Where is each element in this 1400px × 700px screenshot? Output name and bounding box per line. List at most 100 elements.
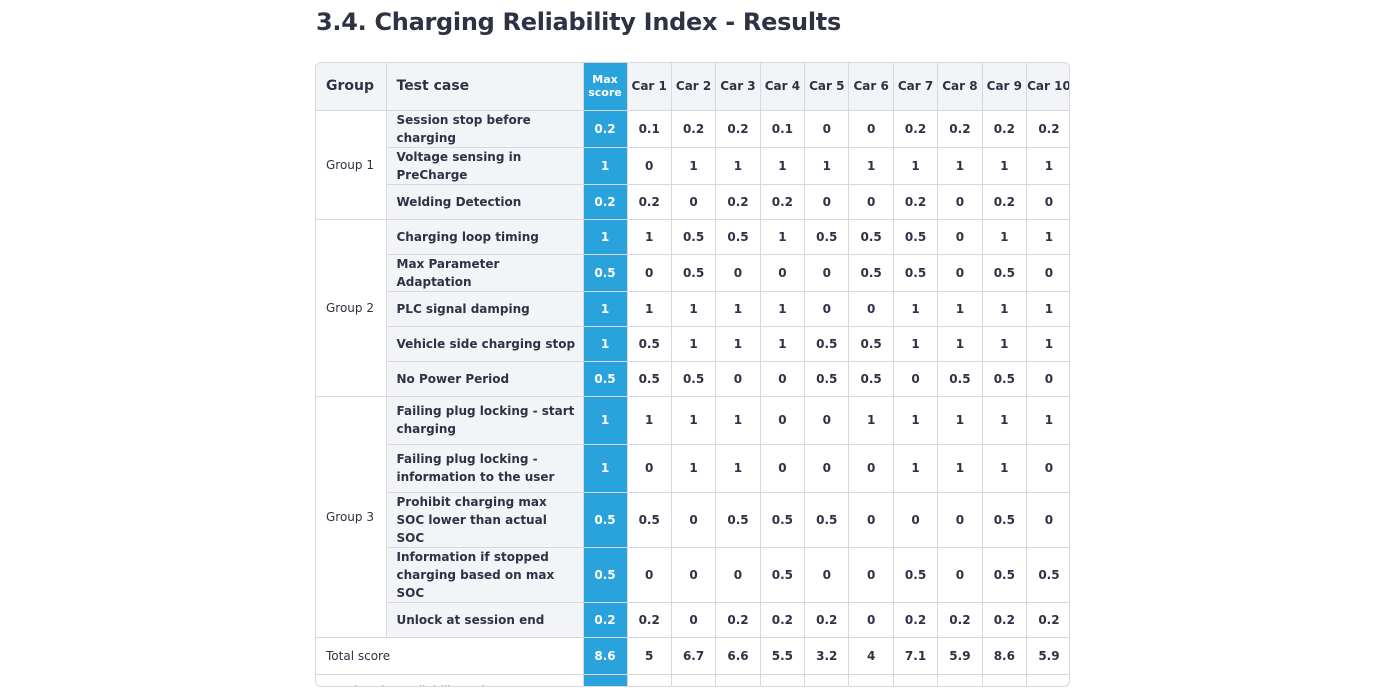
test-case-label: PLC signal damping — [386, 290, 584, 327]
score-cell-car-4: 0.5 — [759, 491, 806, 548]
index-max-cell: 100% — [582, 673, 628, 686]
table-body: Group 1 Session stop before charging 0.2 0.… — [316, 109, 1069, 686]
score-cell-car-8: 0 — [937, 183, 983, 220]
table-row: PLC signal damping 1 1 1 1 1 0 0 1 1 1 1 — [316, 290, 1069, 327]
score-cell-car-3: 1 — [715, 325, 761, 362]
score-cell-car-5: 0.5 — [804, 325, 850, 362]
score-cell-car-4: 1 — [759, 325, 806, 362]
score-cell-car-8: 0.2 — [937, 109, 983, 148]
score-cell-car-7: 1 — [892, 443, 939, 493]
header-max-score-line2: score — [588, 86, 622, 100]
score-cell-car-9: 1 — [981, 146, 1028, 185]
score-cell-car-9: 0.2 — [981, 109, 1028, 148]
table-row: Vehicle side charging stop 1 0.5 1 1 1 0.5 0.5 1… — [316, 325, 1069, 362]
score-cell-car-3: 0 — [715, 546, 761, 603]
table-row: Group 1 Session stop before charging 0.2 0.… — [316, 109, 1069, 220]
score-cell-car-1: 0.5 — [626, 491, 672, 548]
score-cell-car-1: 0 — [626, 443, 672, 493]
max-score-cell: 1 — [582, 395, 628, 445]
total-cell-car-10: 5.9 — [1026, 636, 1069, 675]
max-score-cell: 0.5 — [582, 546, 628, 603]
score-cell-car-3: 1 — [715, 146, 761, 185]
score-cell-car-4: 1 — [759, 218, 806, 255]
score-cell-car-1: 0 — [626, 146, 672, 185]
score-cell-car-9: 1 — [981, 218, 1028, 255]
score-cell-car-7: 1 — [892, 290, 939, 327]
score-cell-car-5: 0 — [804, 183, 850, 220]
test-case-label: Max Parameter Adaptation — [386, 253, 584, 292]
score-cell-car-2: 1 — [670, 146, 717, 185]
table-row: Group 3 Failing plug locking - start char… — [316, 395, 1069, 638]
max-score-cell: 0.2 — [582, 109, 628, 148]
test-case-label: Charging loop timing — [385, 218, 584, 255]
score-cell-car-3: 0.2 — [715, 109, 761, 148]
header-max-score: Max score — [582, 63, 628, 111]
header-car-2: Car 2 — [670, 63, 717, 111]
table-row: Failing plug locking - information to th… — [316, 443, 1069, 493]
header-car-3: Car 3 — [715, 63, 761, 111]
max-score-cell: 1 — [582, 146, 628, 185]
total-cell-car-9: 8.6 — [981, 636, 1028, 675]
test-case-label: Voltage sensing in PreCharge — [386, 146, 584, 185]
score-cell-car-3: 0.5 — [715, 491, 761, 548]
score-cell-car-5: 0.2 — [804, 601, 850, 638]
score-cell-car-4: 1 — [759, 146, 806, 185]
score-cell-car-6: 0 — [848, 290, 894, 327]
score-cell-car-7: 1 — [892, 395, 939, 445]
score-cell-car-6: 0 — [848, 109, 894, 148]
max-score-cell: 0.2 — [582, 183, 628, 220]
score-cell-car-6: 1 — [848, 395, 894, 445]
index-cell-car-4: 63.95% — [759, 673, 806, 686]
score-cell-car-2: 1 — [670, 325, 717, 362]
score-cell-car-7: 0.2 — [892, 601, 939, 638]
score-cell-car-4: 0 — [759, 395, 806, 445]
score-cell-car-6: 0.5 — [848, 325, 894, 362]
score-cell-car-3: 0.5 — [715, 218, 761, 255]
max-score-cell: 1 — [582, 325, 628, 362]
score-cell-car-5: 1 — [804, 146, 850, 185]
header-car-10: Car 10 — [1026, 63, 1069, 111]
score-cell-car-6: 0 — [848, 601, 894, 638]
score-cell-car-10: 1 — [1026, 325, 1069, 362]
score-cell-car-4: 0.5 — [759, 546, 806, 603]
score-cell-car-5: 0.5 — [804, 218, 850, 255]
score-cell-car-6: 0 — [848, 443, 894, 493]
group-label: Group 1 — [316, 109, 387, 220]
test-case-label: Welding Detection — [386, 183, 584, 220]
score-cell-car-8: 0.2 — [937, 601, 983, 638]
table-row: Information if stopped charging based on… — [316, 546, 1069, 603]
score-cell-car-1: 1 — [626, 395, 672, 445]
score-cell-car-7: 0.5 — [892, 253, 939, 292]
total-cell-car-8: 5.9 — [937, 636, 983, 675]
index-label: EV Charging Reliability Index — [316, 673, 584, 686]
score-cell-car-9: 0.5 — [981, 491, 1028, 548]
score-cell-car-9: 0.5 — [981, 546, 1028, 603]
score-cell-car-10: 0.2 — [1026, 601, 1069, 638]
total-cell-car-2: 6.7 — [670, 636, 717, 675]
score-cell-car-1: 0.5 — [626, 325, 672, 362]
score-cell-car-9: 0.5 — [981, 253, 1028, 292]
score-cell-car-7: 0 — [892, 491, 939, 548]
page-title: 3.4. Charging Reliability Index - Result… — [316, 8, 841, 36]
score-cell-car-5: 0 — [804, 109, 850, 148]
group-label: Group 3 — [316, 395, 387, 638]
score-cell-car-5: 0.5 — [804, 491, 850, 548]
score-cell-car-8: 1 — [937, 290, 983, 327]
header-group: Group — [316, 63, 387, 111]
score-cell-car-4: 0.2 — [759, 183, 806, 220]
header-car-6: Car 6 — [848, 63, 894, 111]
score-cell-car-9: 0.5 — [981, 360, 1028, 397]
score-cell-car-7: 0.5 — [892, 218, 939, 255]
score-cell-car-7: 0.5 — [892, 546, 939, 603]
index-cell-car-9: 100% — [981, 673, 1028, 686]
total-cell-car-4: 5.5 — [759, 636, 806, 675]
header-car-1: Car 1 — [626, 63, 672, 111]
score-cell-car-6: 0.5 — [848, 360, 894, 397]
header-max-score-line1: Max — [592, 73, 618, 87]
score-cell-car-10: 0 — [1026, 443, 1069, 493]
score-cell-car-10: 0 — [1026, 360, 1069, 397]
score-cell-car-10: 0.5 — [1026, 546, 1069, 603]
score-cell-car-1: 0 — [626, 253, 672, 292]
score-cell-car-2: 0.5 — [670, 360, 717, 397]
index-cell-car-1: 58.14% — [626, 673, 672, 686]
